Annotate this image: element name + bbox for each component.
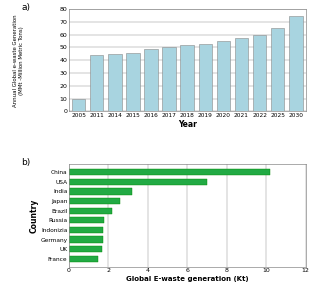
X-axis label: Year: Year — [178, 121, 197, 129]
X-axis label: Global E-waste generation (Kt): Global E-waste generation (Kt) — [126, 276, 249, 282]
Bar — [69, 188, 132, 195]
Bar — [180, 45, 194, 111]
Bar — [69, 236, 103, 243]
Y-axis label: Country: Country — [30, 198, 39, 233]
Bar — [235, 38, 248, 111]
Text: a): a) — [21, 3, 30, 12]
Bar — [69, 208, 112, 214]
Bar — [90, 55, 104, 111]
Bar — [72, 98, 85, 111]
Y-axis label: Annual Global e-waste Generation
(MMt -Million Metric Tons): Annual Global e-waste Generation (MMt -M… — [13, 14, 24, 106]
Bar — [108, 55, 122, 111]
Bar — [69, 256, 98, 262]
Bar — [162, 47, 176, 111]
Bar — [69, 179, 207, 185]
Bar — [69, 169, 270, 175]
Bar — [144, 49, 158, 111]
Bar — [69, 198, 120, 204]
Bar — [217, 41, 230, 111]
Bar — [69, 246, 102, 252]
Text: b): b) — [21, 158, 31, 167]
Bar — [198, 44, 212, 111]
Bar — [69, 227, 103, 233]
Bar — [289, 16, 303, 111]
Bar — [271, 28, 285, 111]
Bar — [69, 217, 104, 224]
Bar — [253, 35, 266, 111]
Bar — [126, 52, 140, 111]
